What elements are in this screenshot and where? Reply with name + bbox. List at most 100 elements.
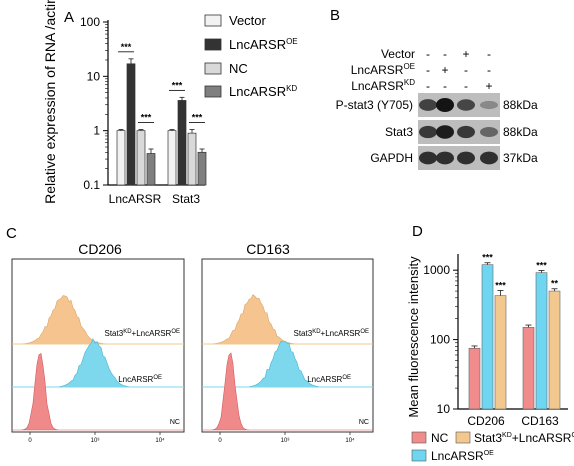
legend-label-d-oe-main: LncARSR — [431, 449, 484, 463]
wb-mark: - — [487, 63, 491, 77]
flow-x-tick-label: 0 — [28, 438, 32, 444]
legend-label-oe: LncARSROE — [229, 37, 298, 52]
wb-band — [480, 127, 498, 137]
significance-stars: *** — [172, 80, 183, 90]
wb-band — [436, 151, 454, 165]
legend-label-d-nc: NC — [431, 431, 449, 445]
legend-swatch-oe — [204, 38, 222, 51]
legend-label-kd-sup: KD — [286, 84, 297, 93]
wb-mark: - — [487, 47, 491, 61]
wb-band — [436, 125, 454, 139]
wb-band — [457, 99, 475, 111]
wb-mark: - — [443, 79, 447, 93]
panel-a-ylabel-text: Relative expression of RNA /actin — [42, 0, 58, 204]
panel-a-bars — [116, 58, 207, 186]
panel-d-ylabel-text: Mean fluorescence intensity — [406, 256, 421, 418]
panel-a: A Relative expression of RNA /actin 0.1 1… — [42, 0, 298, 206]
significance-stars: *** — [482, 253, 493, 263]
panel-label-b: B — [330, 7, 340, 24]
legend-label-d-combo-main: Stat3 — [474, 431, 502, 445]
wb-mark: + — [462, 47, 469, 61]
flow-x-tick-label: 10⁴ — [155, 437, 165, 444]
wb-band — [457, 125, 475, 139]
flow-label-oe-sup: OE — [342, 375, 351, 381]
panel-b: B Vector LncARSROE LncARSRKD - - + -- + - -- - -… — [330, 7, 538, 170]
panel-a-ticks: 0.1 1 10 100 — [80, 15, 108, 192]
panel-c: C CD206 CD163 Stat3KD+LncARSROELncARSROE… — [6, 225, 374, 444]
bar — [177, 100, 187, 186]
wb-mark: - — [464, 63, 468, 77]
legend-swatch-d-combo — [455, 431, 471, 444]
bar — [468, 347, 481, 410]
bar — [116, 130, 126, 186]
panel-d-bars — [468, 262, 561, 410]
flow-label-combo-suffix: +LncARSR — [132, 329, 172, 338]
wb-band — [419, 151, 437, 165]
flow-title-cd206: CD206 — [78, 241, 122, 257]
wb-protein-label: P-stat3 (Y705) — [336, 98, 413, 112]
panel-a-legend: Vector LncARSROE NC LncARSRKD — [204, 13, 298, 99]
wb-size-label: 88kDa — [503, 98, 538, 112]
significance-stars: *** — [121, 42, 132, 52]
bar — [126, 63, 136, 186]
legend-label-d-oe: LncARSROE — [431, 449, 494, 463]
wb-condition-kd-sup: KD — [404, 78, 415, 87]
wb-band — [436, 98, 454, 112]
bar — [522, 327, 535, 410]
flow-label-combo-main: Stat3 — [294, 329, 313, 338]
bar — [197, 151, 207, 186]
legend-label-d-combo: Stat3KD+LncARSROE — [474, 431, 574, 445]
western-blot-bands: P-stat3 (Y705) 88kDa Stat3 88kDa GAPDH 37kDa — [336, 93, 538, 170]
wb-mark: - — [426, 47, 430, 61]
significance-stars: ** — [551, 279, 559, 289]
flow-label-oe-sup: OE — [153, 375, 162, 381]
bar — [146, 153, 156, 186]
wb-mark: - — [426, 63, 430, 77]
bar — [548, 290, 561, 410]
legend-label-d-oe-sup: OE — [484, 450, 494, 457]
bar — [535, 272, 548, 410]
panel-label-a: A — [64, 9, 74, 26]
significance-stars: *** — [495, 280, 506, 290]
legend-label-kd-main: LncARSR — [229, 84, 286, 99]
flow-label-combo-main: Stat3 — [105, 329, 124, 338]
flow-label-nc: NC — [170, 419, 180, 426]
wb-band — [480, 151, 498, 165]
flow-label-combo-suffix: +LncARSR — [321, 329, 361, 338]
panel-d: D Mean fluorescence intensity 101001000 … — [406, 223, 574, 463]
significance-stars: *** — [536, 260, 547, 270]
panel-label-c: C — [6, 225, 17, 242]
significance-stars: *** — [192, 113, 203, 123]
flow-label-combo-sup: KD — [123, 329, 132, 335]
panel-a-significance: *** *** *** *** — [118, 42, 205, 123]
legend-label-nc: NC — [229, 61, 248, 76]
legend-swatch-d-nc — [411, 431, 427, 444]
flow-label-combo-sup2: OE — [171, 329, 180, 335]
wb-condition-vector: Vector — [381, 47, 415, 61]
legend-swatch-vector — [204, 14, 222, 27]
flow-label-oe-main: LncARSR — [118, 375, 153, 384]
panel-d-legend: NC Stat3KD+LncARSROE LncARSROE — [411, 431, 574, 463]
bar — [481, 264, 494, 410]
flow-histogram-nc — [203, 352, 373, 431]
flow-label-combo-sup: KD — [312, 329, 321, 335]
legend-label-d-combo-sup: KD — [502, 432, 512, 439]
flow-title-cd163: CD163 — [246, 241, 290, 257]
y-tick-label: 100 — [430, 333, 450, 347]
wb-mark: - — [443, 47, 447, 61]
panel-a-category-label: LncARSR — [109, 192, 162, 206]
y-tick-label: 0.1 — [83, 178, 100, 192]
bar — [187, 132, 197, 186]
panel-label-d: D — [412, 223, 423, 240]
wb-mark: - — [464, 79, 468, 93]
western-blot-conditions: Vector LncARSROE LncARSRKD — [351, 47, 415, 93]
wb-condition-oe-main: LncARSR — [351, 63, 404, 77]
wb-size-label: 37kDa — [503, 151, 538, 165]
flow-label-oe: LncARSROE — [307, 375, 351, 384]
wb-band — [419, 99, 437, 111]
flow-label-oe: LncARSROE — [118, 375, 162, 384]
wb-size-label: 88kDa — [503, 125, 538, 139]
wb-band — [480, 100, 498, 110]
